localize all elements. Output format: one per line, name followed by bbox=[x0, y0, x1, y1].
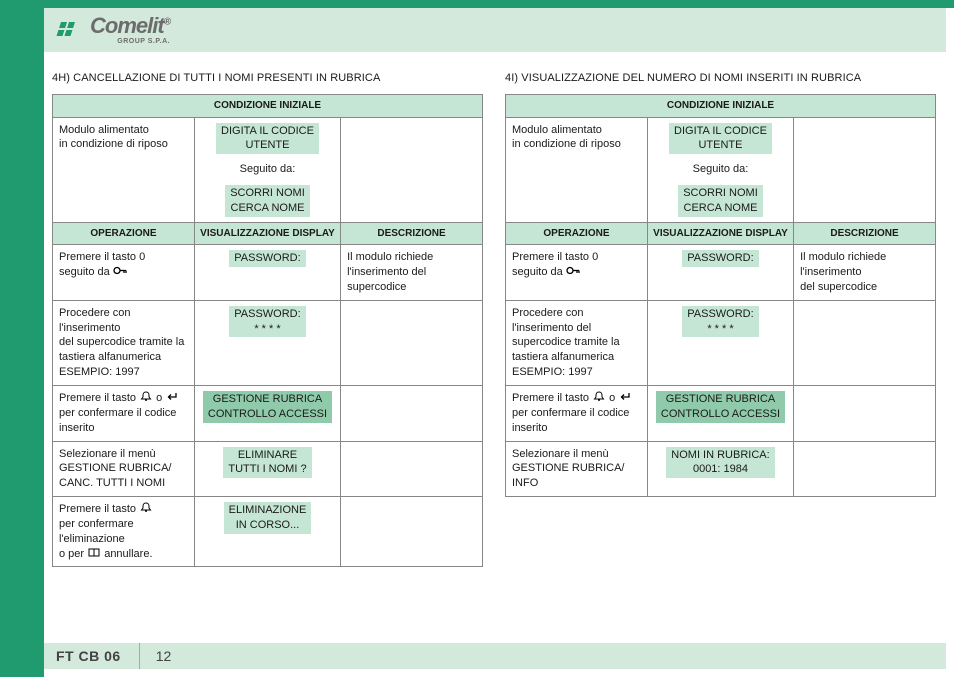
th-initial: CONDIZIONE INIZIALE bbox=[506, 95, 936, 118]
left-column: 4H) CANCELLAZIONE DI TUTTI I NOMI PRESEN… bbox=[52, 72, 483, 633]
seguito-label: Seguito da: bbox=[693, 162, 749, 177]
left-border bbox=[0, 0, 44, 677]
section-title: 4H) CANCELLAZIONE DI TUTTI I NOMI PRESEN… bbox=[52, 72, 483, 84]
th-op: OPERAZIONE bbox=[53, 222, 195, 245]
cell-disp: GESTIONE RUBRICACONTROLLO ACCESSI bbox=[194, 385, 340, 441]
right-table: CONDIZIONE INIZIALEModulo alimentatoin c… bbox=[505, 94, 936, 497]
cell-desc bbox=[794, 441, 936, 497]
display-tag: GESTIONE RUBRICACONTROLLO ACCESSI bbox=[656, 391, 785, 423]
logo: Comelit® GROUP S.P.A. bbox=[56, 15, 170, 45]
cell-disp: PASSWORD:* * * * bbox=[647, 300, 793, 385]
top-border bbox=[0, 0, 954, 8]
cell-disp: DIGITA IL CODICEUTENTE Seguito da: SCORRI … bbox=[194, 117, 340, 222]
cell-desc bbox=[794, 117, 936, 222]
table-row: Procedere conl'inserimento delsupercodic… bbox=[506, 300, 936, 385]
key-icon bbox=[566, 265, 580, 276]
cell-op: Premere il tasto 0seguito da bbox=[53, 245, 195, 301]
cell-op: Procedere conl'inserimento delsupercodic… bbox=[506, 300, 648, 385]
seguito-label: Seguito da: bbox=[240, 162, 296, 177]
cell-disp: ELIMINAZIONEIN CORSO... bbox=[194, 497, 340, 567]
bell-icon bbox=[139, 502, 153, 513]
cell-disp: PASSWORD:* * * * bbox=[194, 300, 340, 385]
cell-desc bbox=[341, 300, 483, 385]
footer-page: 12 bbox=[140, 648, 172, 664]
table-row: Premere il tasto o per confermare il cod… bbox=[53, 385, 483, 441]
cell-desc bbox=[341, 497, 483, 567]
table-row: Selezionare il menùGESTIONE RUBRICA/CANC… bbox=[53, 441, 483, 497]
display-tag: PASSWORD: bbox=[682, 250, 758, 267]
logo-mark-icon bbox=[56, 19, 86, 41]
cell-op: Premere il tasto o per confermare il cod… bbox=[506, 385, 648, 441]
cell-op: Premere il tasto o per confermare il cod… bbox=[53, 385, 195, 441]
cell-op: Premere il tasto 0seguito da bbox=[506, 245, 648, 301]
cell-desc: Il modulo richiedel'inserimento del supe… bbox=[341, 245, 483, 301]
display-tag: PASSWORD: bbox=[229, 250, 305, 267]
header: Comelit® GROUP S.P.A. bbox=[44, 8, 946, 52]
logo-name: Comelit® bbox=[90, 15, 170, 37]
logo-sub: GROUP S.P.A. bbox=[90, 38, 170, 45]
th-desc: DESCRIZIONE bbox=[341, 222, 483, 245]
right-column: 4I) VISUALIZZAZIONE DEL NUMERO DI NOMI I… bbox=[505, 72, 936, 633]
cell-op: Modulo alimentatoin condizione di riposo bbox=[506, 117, 648, 222]
display-tag: ELIMINAZIONEIN CORSO... bbox=[224, 502, 312, 534]
table-row: Premere il tasto 0seguito da PASSWORD: Il… bbox=[506, 245, 936, 301]
table-row: Premere il tasto per confermarel'elimina… bbox=[53, 497, 483, 567]
cell-disp: ELIMINARETUTTI I NOMI ? bbox=[194, 441, 340, 497]
cell-op: Modulo alimentatoin condizione di riposo bbox=[53, 117, 195, 222]
table-row: Selezionare il menùGESTIONE RUBRICA/INFO… bbox=[506, 441, 936, 497]
cell-op: Selezionare il menùGESTIONE RUBRICA/CANC… bbox=[53, 441, 195, 497]
th-initial: CONDIZIONE INIZIALE bbox=[53, 95, 483, 118]
th-op: OPERAZIONE bbox=[506, 222, 648, 245]
enter-icon bbox=[165, 391, 179, 402]
display-tag: GESTIONE RUBRICACONTROLLO ACCESSI bbox=[203, 391, 332, 423]
book-icon bbox=[87, 547, 101, 558]
bell-icon bbox=[592, 391, 606, 402]
left-table: CONDIZIONE INIZIALEModulo alimentatoin c… bbox=[52, 94, 483, 567]
cell-desc: Il modulo richiedel'inserimentodel super… bbox=[794, 245, 936, 301]
cell-desc bbox=[794, 300, 936, 385]
display-tag: SCORRI NOMICERCA NOME bbox=[225, 185, 310, 217]
enter-icon bbox=[618, 391, 632, 402]
table-row: Premere il tasto 0seguito da PASSWORD: Il… bbox=[53, 245, 483, 301]
cell-desc bbox=[794, 385, 936, 441]
display-tag: DIGITA IL CODICEUTENTE bbox=[216, 123, 319, 155]
content: 4H) CANCELLAZIONE DI TUTTI I NOMI PRESEN… bbox=[52, 72, 936, 633]
cell-disp: GESTIONE RUBRICACONTROLLO ACCESSI bbox=[647, 385, 793, 441]
footer-code: FT CB 06 bbox=[44, 643, 140, 669]
cell-op: Premere il tasto per confermarel'elimina… bbox=[53, 497, 195, 567]
table-row: Premere il tasto o per confermare il cod… bbox=[506, 385, 936, 441]
display-tag: SCORRI NOMICERCA NOME bbox=[678, 185, 763, 217]
table-row: Procedere con l'inserimentodel supercodi… bbox=[53, 300, 483, 385]
section-title: 4I) VISUALIZZAZIONE DEL NUMERO DI NOMI I… bbox=[505, 72, 936, 84]
th-disp: VISUALIZZAZIONE DISPLAY bbox=[194, 222, 340, 245]
th-desc: DESCRIZIONE bbox=[794, 222, 936, 245]
bell-icon bbox=[139, 391, 153, 402]
cell-disp: PASSWORD: bbox=[194, 245, 340, 301]
display-tag: ELIMINARETUTTI I NOMI ? bbox=[223, 447, 311, 479]
footer: FT CB 06 12 bbox=[44, 643, 946, 669]
cell-desc bbox=[341, 117, 483, 222]
display-tag: NOMI IN RUBRICA:0001: 1984 bbox=[666, 447, 774, 479]
th-disp: VISUALIZZAZIONE DISPLAY bbox=[647, 222, 793, 245]
display-tag: DIGITA IL CODICEUTENTE bbox=[669, 123, 772, 155]
cell-op: Selezionare il menùGESTIONE RUBRICA/INFO bbox=[506, 441, 648, 497]
display-tag: PASSWORD:* * * * bbox=[229, 306, 305, 338]
cell-disp: PASSWORD: bbox=[647, 245, 793, 301]
cell-disp: NOMI IN RUBRICA:0001: 1984 bbox=[647, 441, 793, 497]
cell-desc bbox=[341, 385, 483, 441]
display-tag: PASSWORD:* * * * bbox=[682, 306, 758, 338]
cell-op: Procedere con l'inserimentodel supercodi… bbox=[53, 300, 195, 385]
cell-disp: DIGITA IL CODICEUTENTE Seguito da: SCORRI … bbox=[647, 117, 793, 222]
key-icon bbox=[113, 265, 127, 276]
cell-desc bbox=[341, 441, 483, 497]
